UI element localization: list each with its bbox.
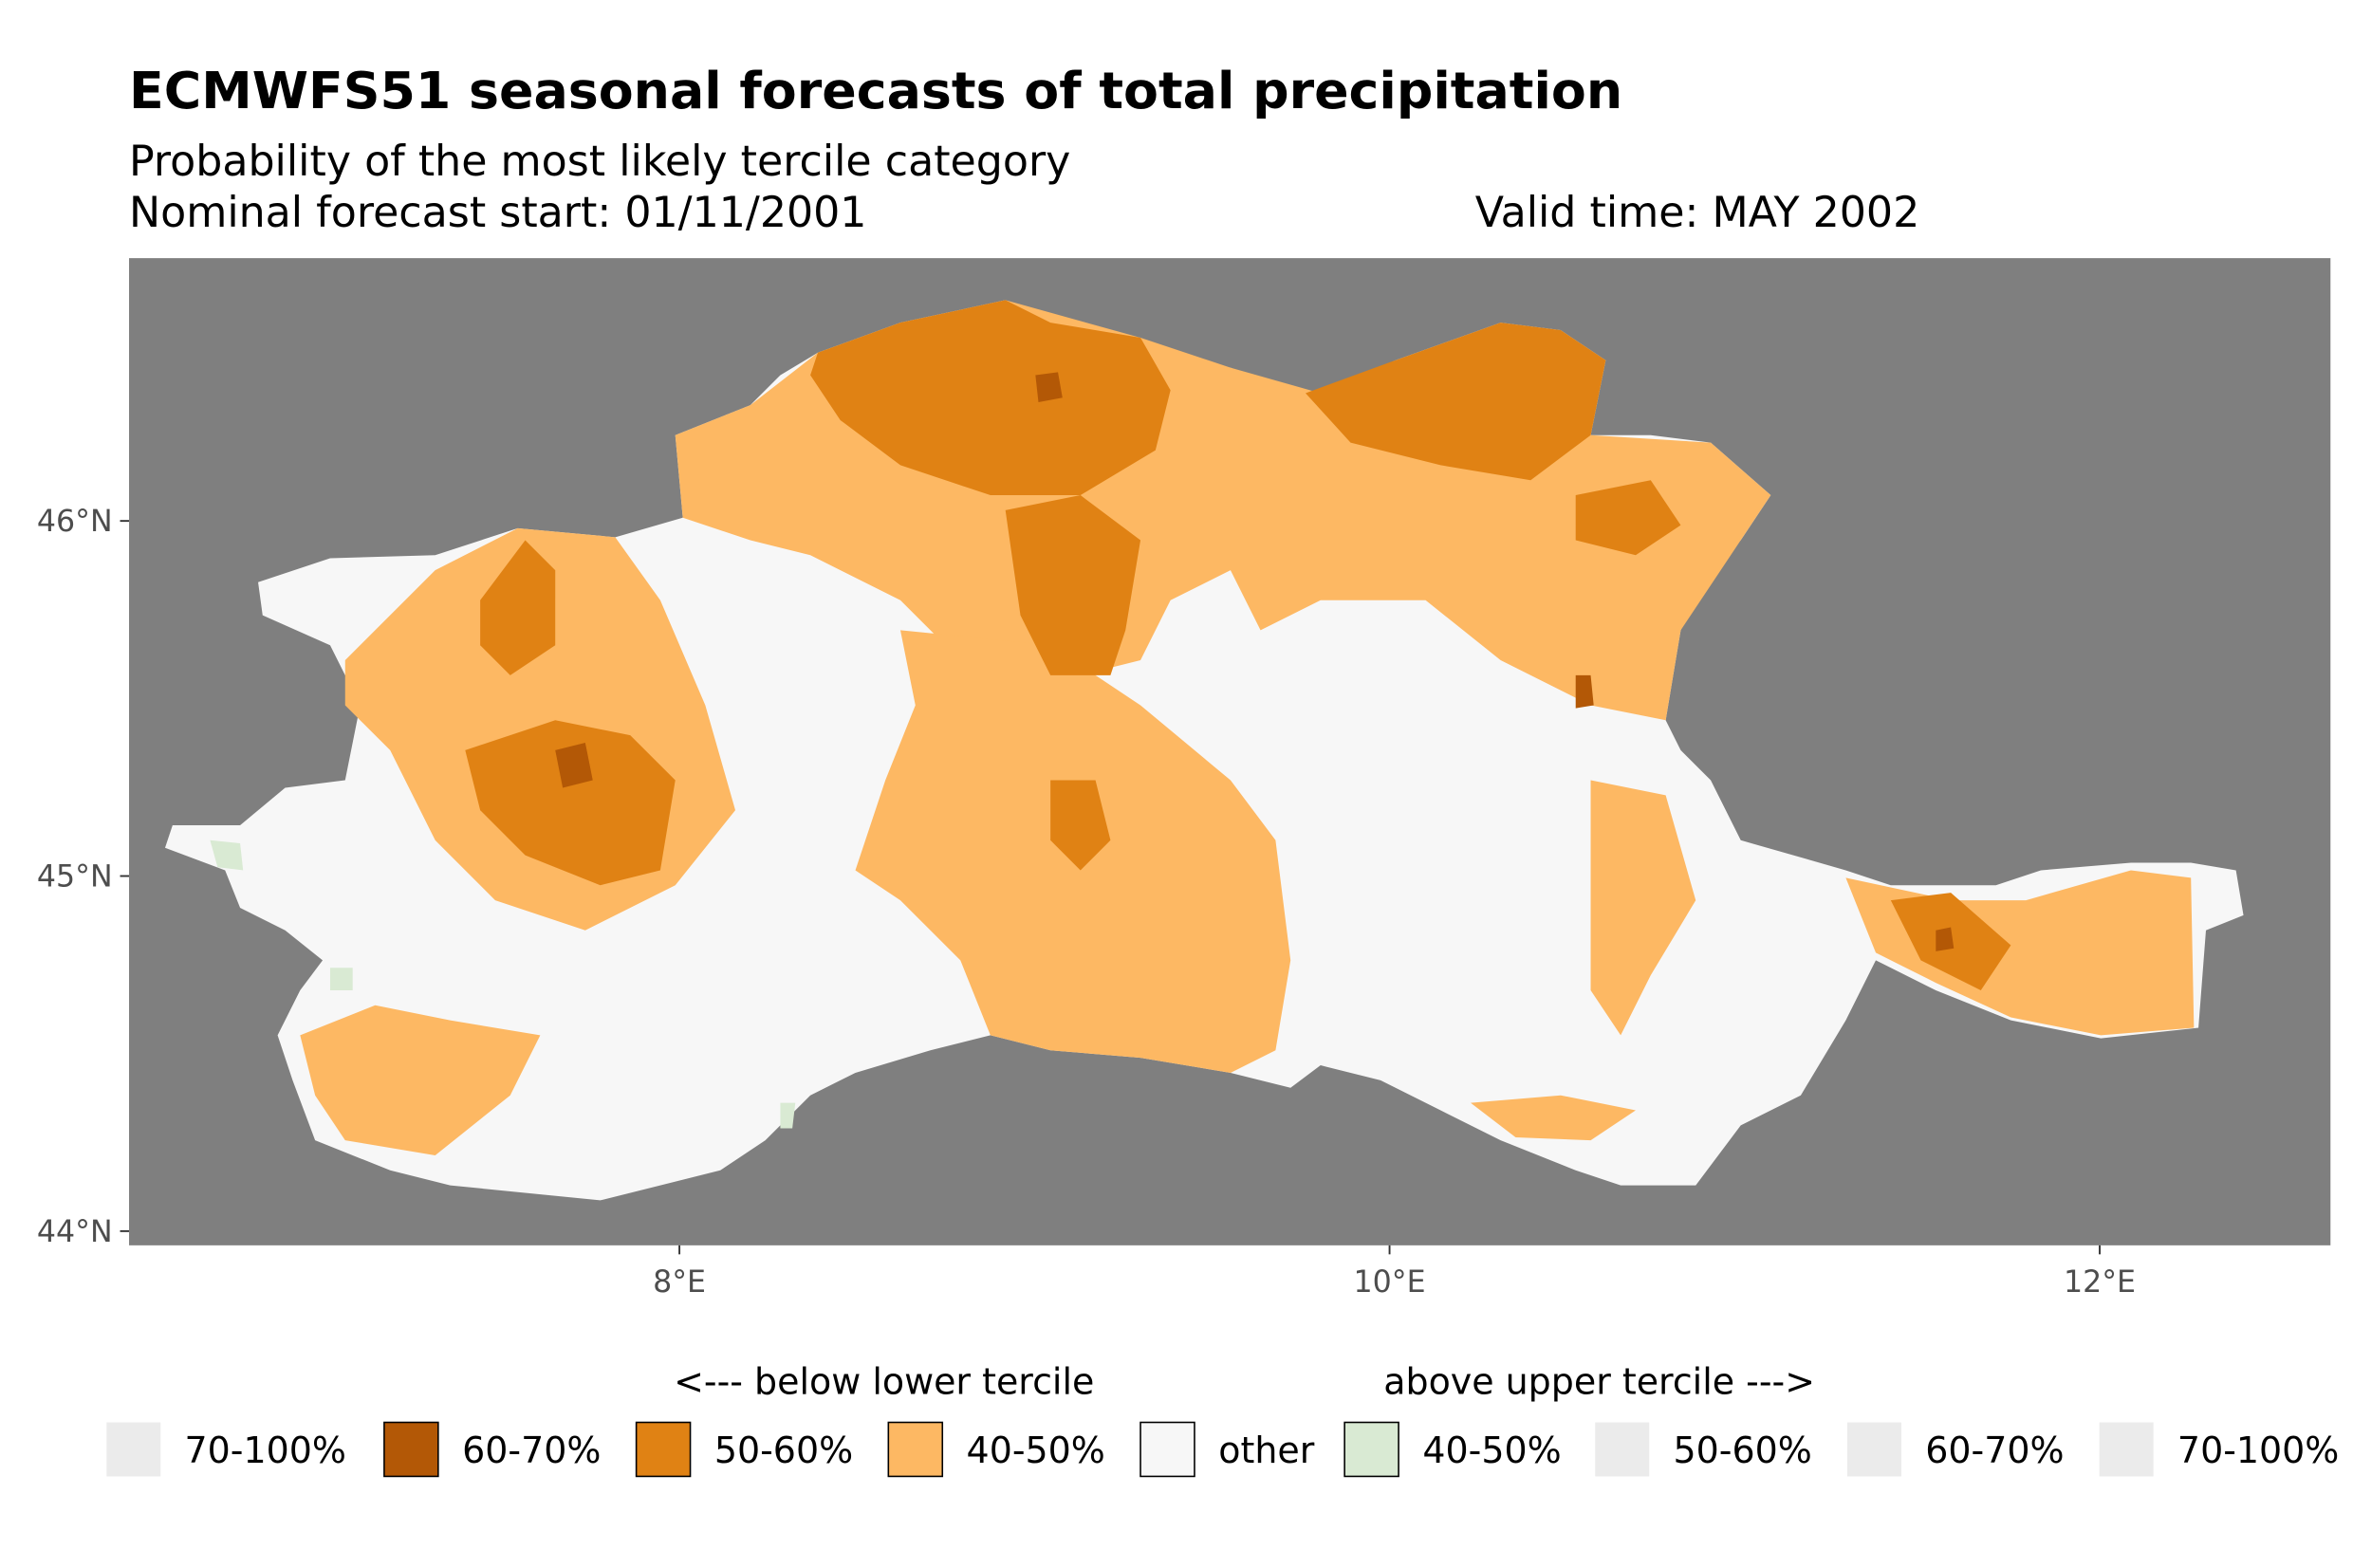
legend-key bbox=[1139, 1421, 1195, 1478]
x-tick-label: 10°E bbox=[1354, 1265, 1426, 1300]
legend-item: 50-60% bbox=[1595, 1422, 1812, 1477]
legend-label: 40-50% bbox=[967, 1430, 1105, 1471]
legend-key bbox=[1846, 1422, 1901, 1477]
chart-title: ECMWFS51 seasonal forecasts of total pre… bbox=[129, 61, 1622, 120]
legend-label: 70-100% bbox=[2177, 1430, 2339, 1471]
legend-item: 70-100% bbox=[2099, 1422, 2339, 1477]
legend-key bbox=[1343, 1421, 1399, 1478]
legend-key bbox=[383, 1421, 439, 1478]
legend-item: 50-60% bbox=[635, 1421, 853, 1478]
legend-key bbox=[635, 1421, 692, 1478]
legend-label: 50-60% bbox=[1674, 1430, 1812, 1471]
region-below-60-70 bbox=[1035, 372, 1063, 402]
legend-label: other bbox=[1218, 1430, 1314, 1471]
legend-item: other bbox=[1139, 1421, 1315, 1478]
legend-below-header: <--- below lower tercile bbox=[674, 1360, 1094, 1402]
region-above-40-50 bbox=[210, 839, 244, 871]
region-below-60-70 bbox=[1936, 927, 1955, 951]
region-below-40-50 bbox=[300, 1005, 541, 1155]
legend-item: 70-100% bbox=[106, 1422, 346, 1477]
legend-item: 40-50% bbox=[1343, 1421, 1562, 1478]
region-above-40-50 bbox=[329, 968, 353, 990]
y-tick-label: 46°N bbox=[37, 505, 113, 539]
forecast-start: Nominal forecast start: 01/11/2001 bbox=[129, 189, 866, 237]
region-below-60-70 bbox=[555, 743, 593, 788]
legend: 70-100% 60-70% 50-60% 40-50% other 40-50% 50-6… bbox=[106, 1421, 2339, 1478]
legend-label: 40-50% bbox=[1422, 1430, 1561, 1471]
region-below-50-60 bbox=[1050, 780, 1111, 871]
region-below-50-60 bbox=[1575, 480, 1681, 556]
axes: 44°N 45°N 46°N 8°E 10°E 12°E bbox=[37, 505, 2136, 1300]
legend-label: 70-100% bbox=[185, 1430, 346, 1471]
map-layer bbox=[164, 300, 2244, 1201]
region-below-40-50 bbox=[1590, 780, 1696, 1036]
legend-key bbox=[106, 1422, 161, 1477]
x-tick-label: 8°E bbox=[653, 1265, 706, 1300]
x-tick-label: 12°E bbox=[2064, 1265, 2136, 1300]
y-tick-label: 44°N bbox=[37, 1215, 113, 1249]
legend-label: 60-70% bbox=[462, 1430, 601, 1471]
region-below-50-60 bbox=[465, 720, 676, 886]
legend-item: 60-70% bbox=[383, 1421, 601, 1478]
region-above-40-50 bbox=[780, 1102, 796, 1129]
legend-item: 60-70% bbox=[1846, 1422, 2065, 1477]
region-below-60-70 bbox=[1575, 674, 1594, 709]
legend-label: 60-70% bbox=[1925, 1430, 2064, 1471]
legend-key bbox=[887, 1421, 944, 1478]
region-below-50-60 bbox=[480, 540, 556, 675]
valid-time: Valid time: MAY 2002 bbox=[1475, 189, 1920, 237]
legend-key bbox=[2099, 1422, 2154, 1477]
legend-key bbox=[1595, 1422, 1650, 1477]
region-below-50-60 bbox=[1306, 323, 1606, 481]
region-below-50-60 bbox=[810, 300, 1171, 496]
legend-label: 50-60% bbox=[714, 1430, 853, 1471]
region-below-50-60 bbox=[1005, 495, 1141, 675]
region-below-40-50 bbox=[1471, 1095, 1636, 1141]
legend-item: 40-50% bbox=[887, 1421, 1105, 1478]
y-tick-label: 45°N bbox=[37, 860, 113, 895]
legend-above-header: above upper tercile ---> bbox=[1383, 1360, 1815, 1402]
chart-subtitle: Probability of the most likely tercile c… bbox=[129, 138, 1070, 186]
